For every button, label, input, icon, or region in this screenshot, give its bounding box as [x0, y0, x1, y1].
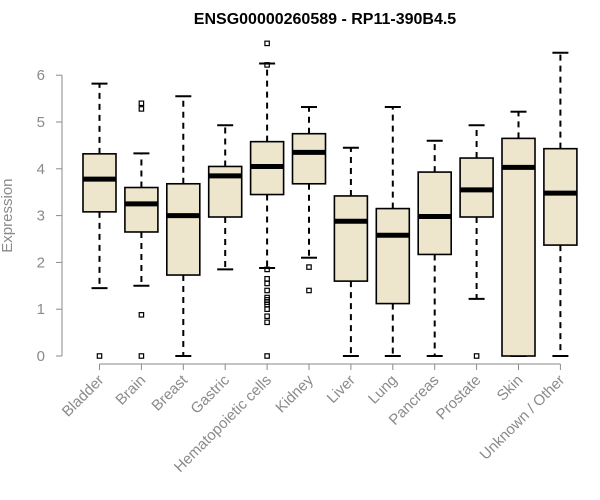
outlier-point — [264, 62, 270, 68]
outlier-point — [264, 275, 270, 282]
box-breast — [166, 95, 201, 357]
x-tick-label: Breast — [148, 371, 191, 414]
outlier-point — [473, 353, 480, 359]
y-tick-label: 5 — [37, 114, 45, 131]
y-tick-label: 4 — [37, 161, 45, 178]
box-gastric — [207, 124, 243, 271]
outlier-point — [264, 266, 270, 273]
iqr-box — [291, 132, 327, 185]
box-bladder — [82, 82, 117, 359]
iqr-box — [124, 186, 159, 233]
iqr-box — [82, 153, 117, 213]
outlier-point — [264, 287, 270, 294]
box-kidney — [291, 106, 327, 294]
iqr-box — [166, 182, 201, 276]
outlier-point — [306, 264, 312, 270]
y-tick-label: 6 — [37, 67, 45, 84]
iqr-box — [417, 171, 453, 256]
iqr-box — [333, 195, 369, 282]
iqr-box — [375, 207, 411, 305]
box-skin — [501, 110, 536, 357]
y-axis: 0 1 2 3 4 5 6 — [37, 67, 63, 365]
outlier-point — [264, 353, 270, 359]
y-tick-label: 3 — [37, 208, 45, 225]
y-tick-label: 2 — [37, 254, 45, 271]
y-axis-label: Expression — [0, 178, 16, 252]
box-series — [82, 40, 578, 359]
iqr-box — [501, 137, 536, 357]
outlier-point — [138, 100, 145, 107]
x-tick-label: Kidney — [272, 371, 317, 416]
outlier-point — [138, 106, 145, 112]
x-tick-label: Lung — [365, 372, 401, 408]
box-brain — [124, 100, 159, 359]
y-tick-label: 0 — [37, 348, 45, 365]
outlier-point — [96, 353, 103, 359]
outlier-point — [138, 353, 145, 359]
x-tick-label: Bladder — [59, 372, 108, 421]
box-lung — [375, 106, 411, 357]
iqr-box — [543, 147, 578, 246]
outlier-point — [264, 40, 270, 47]
outlier-point — [306, 287, 312, 294]
x-tick-label: Prostate — [433, 372, 485, 424]
chart-title: ENSG00000260589 - RP11-390B4.5 — [194, 11, 457, 28]
box-hematopoietic-cells — [249, 40, 285, 359]
box-liver — [333, 146, 369, 357]
box-pancreas — [417, 139, 453, 357]
x-tick-label: Brain — [112, 372, 149, 409]
outlier-point — [264, 313, 270, 320]
outlier-point — [138, 312, 145, 318]
y-tick-label: 1 — [37, 301, 45, 318]
outlier-point — [264, 319, 270, 326]
box-unknown-other — [543, 51, 578, 357]
outlier-point — [264, 306, 270, 313]
outlier-point — [264, 280, 270, 287]
x-tick-label: Skin — [494, 372, 527, 405]
x-tick-label: Liver — [324, 372, 359, 407]
box-prostate — [459, 124, 494, 359]
